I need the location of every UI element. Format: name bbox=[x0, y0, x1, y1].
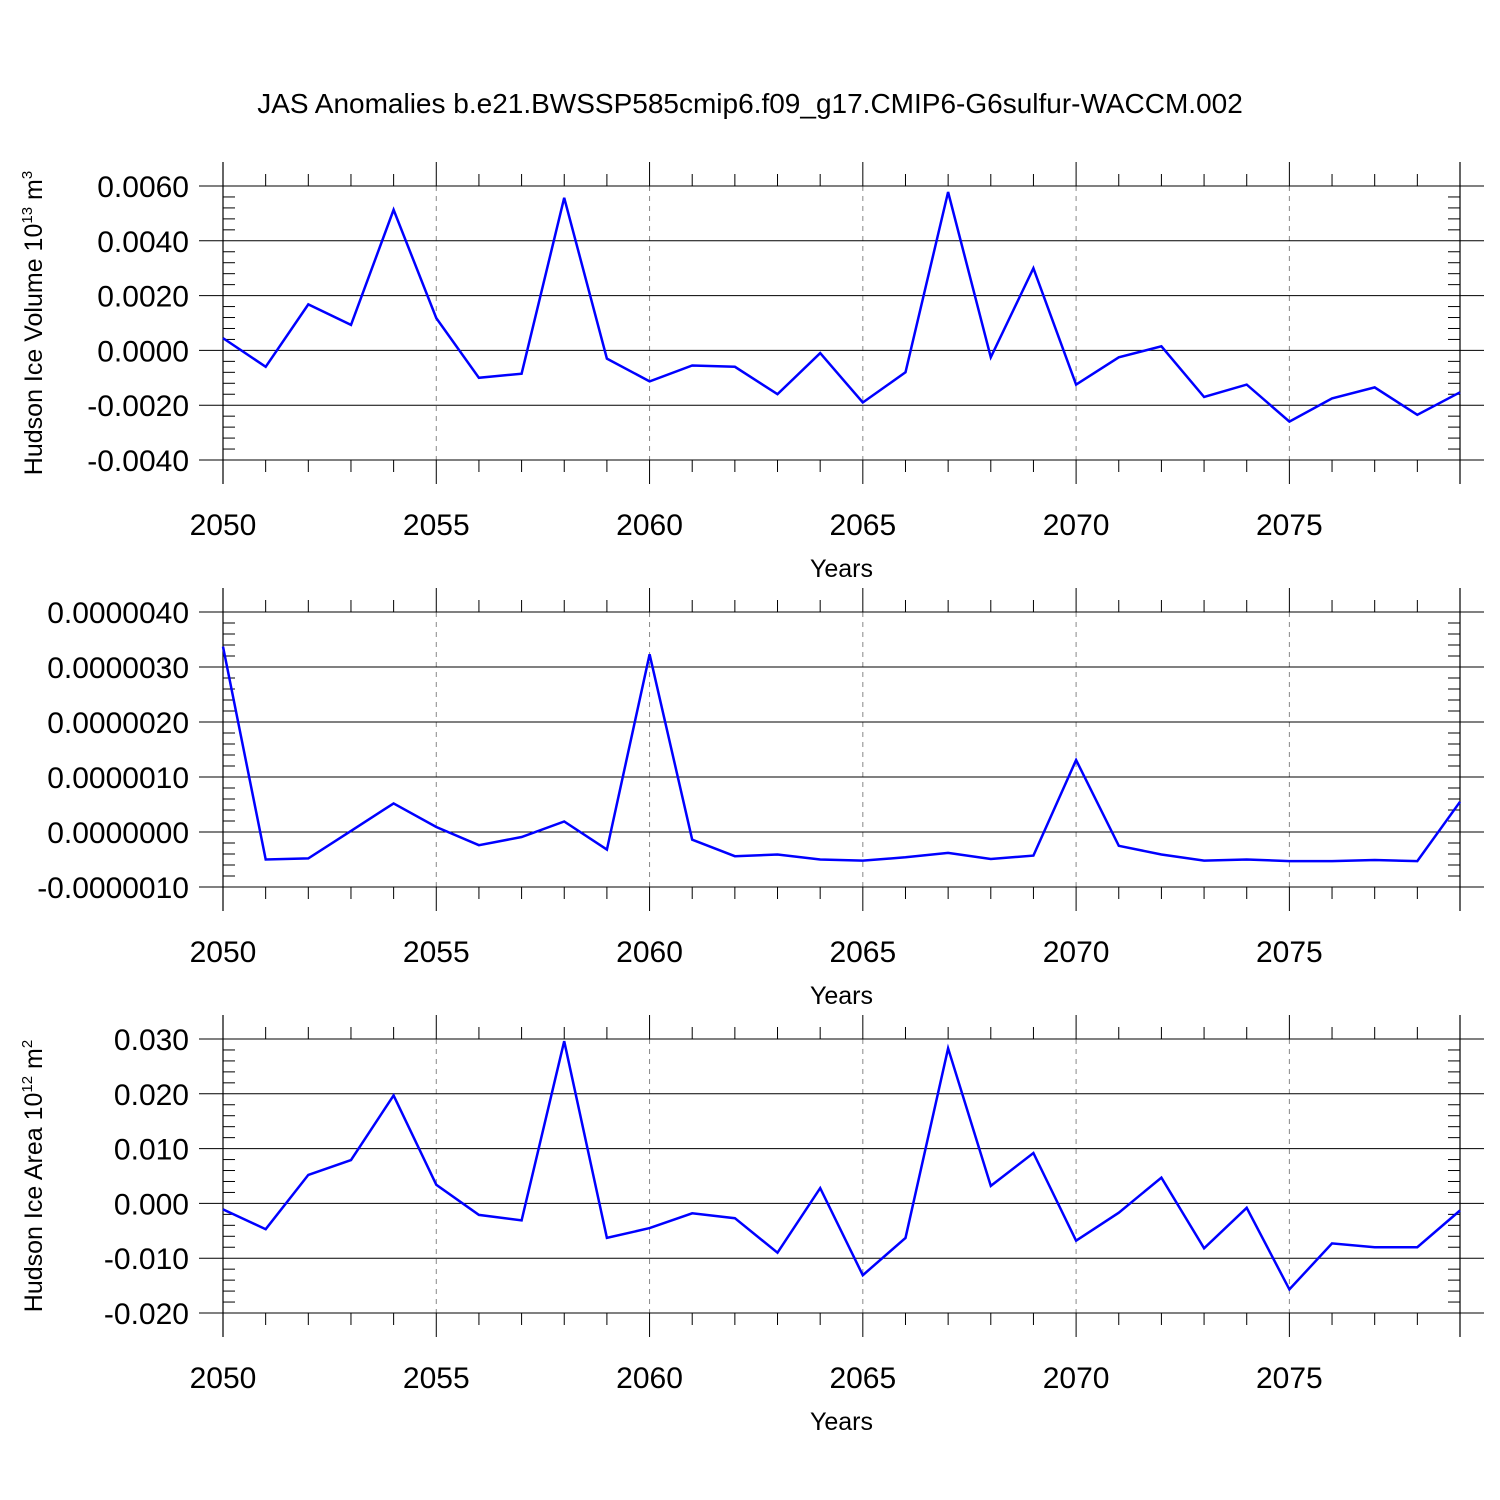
y-axis-title-unit-power: 3 bbox=[19, 171, 36, 179]
x-tick-label: 2055 bbox=[403, 936, 470, 969]
x-tick-label: 2070 bbox=[1043, 936, 1110, 969]
y-tick-label: 0.0000040 bbox=[47, 597, 189, 630]
y-tick-label: -0.020 bbox=[104, 1298, 189, 1331]
x-tick-label: 2075 bbox=[1256, 509, 1323, 542]
x-tick-label: 2065 bbox=[829, 936, 896, 969]
y-tick-label: 0.0060 bbox=[97, 171, 189, 204]
y-axis-title-text: Hudson Ice Area 10 bbox=[20, 1093, 48, 1313]
y-axis-title-unit-power: 2 bbox=[19, 1040, 36, 1048]
y-tick-label: 0.0020 bbox=[97, 281, 189, 314]
series-line bbox=[222, 191, 1461, 424]
x-tick-label: 2055 bbox=[403, 509, 470, 542]
x-tick-label: 2050 bbox=[190, 1362, 257, 1395]
x-axis-title: Years bbox=[810, 982, 873, 1010]
y-axis-title-unit: m bbox=[20, 1048, 48, 1076]
x-tick-label: 2075 bbox=[1256, 1362, 1323, 1395]
y-tick-label: -0.0000010 bbox=[37, 872, 189, 905]
y-tick-label: 0.030 bbox=[114, 1024, 189, 1057]
series-line bbox=[222, 1040, 1461, 1292]
x-tick-label: 2065 bbox=[829, 1362, 896, 1395]
y-tick-label: -0.0040 bbox=[87, 445, 189, 478]
y-tick-label: 0.0000030 bbox=[47, 652, 189, 685]
x-tick-label: 2070 bbox=[1043, 1362, 1110, 1395]
y-axis-title-exponent: 12 bbox=[19, 1076, 36, 1093]
y-tick-label: 0.0000020 bbox=[47, 707, 189, 740]
series-line bbox=[221, 646, 1462, 863]
y-axis-title: Hudson Ice Area 1012 m2 bbox=[19, 1040, 48, 1312]
x-tick-label: 2055 bbox=[403, 1362, 470, 1395]
chart-panels: 0.00600.00400.00200.0000-0.0020-0.004020… bbox=[19, 162, 1484, 1436]
x-axis-title: Years bbox=[810, 555, 873, 583]
x-tick-label: 2075 bbox=[1256, 936, 1323, 969]
x-tick-label: 2060 bbox=[616, 1362, 683, 1395]
y-tick-label: -0.0020 bbox=[87, 390, 189, 423]
x-tick-label: 2050 bbox=[190, 936, 257, 969]
y-tick-label: 0.0000010 bbox=[47, 762, 189, 795]
y-tick-label: 0.0000 bbox=[97, 335, 189, 368]
y-tick-label: 0.000 bbox=[114, 1188, 189, 1221]
x-tick-label: 2070 bbox=[1043, 509, 1110, 542]
y-axis-title-exponent: 13 bbox=[19, 207, 36, 224]
chart-title: JAS Anomalies b.e21.BWSSP585cmip6.f09_g1… bbox=[257, 88, 1243, 119]
y-axis-title-unit: m bbox=[20, 179, 48, 207]
chart-panel-1: 0.00600.00400.00200.0000-0.0020-0.004020… bbox=[19, 162, 1484, 583]
y-tick-label: -0.010 bbox=[104, 1243, 189, 1276]
chart-panel-2: 0.0000040 0.0000030 0.0000020 0.0000010 0.00… bbox=[37, 588, 1484, 1010]
y-axis-title-text: Hudson Ice Volume 10 bbox=[20, 224, 48, 476]
x-tick-label: 2060 bbox=[616, 936, 683, 969]
x-tick-label: 2050 bbox=[190, 509, 257, 542]
x-axis-title: Years bbox=[810, 1408, 873, 1436]
x-tick-label: 2065 bbox=[829, 509, 896, 542]
y-axis-title: Hudson Ice Volume 1013 m3 bbox=[19, 171, 48, 475]
y-tick-label: 0.010 bbox=[114, 1134, 189, 1167]
y-tick-label: 0.0040 bbox=[97, 226, 189, 259]
y-tick-label: 0.020 bbox=[114, 1079, 189, 1112]
y-tick-label: 0.0000000 bbox=[47, 817, 189, 850]
x-tick-label: 2060 bbox=[616, 509, 683, 542]
